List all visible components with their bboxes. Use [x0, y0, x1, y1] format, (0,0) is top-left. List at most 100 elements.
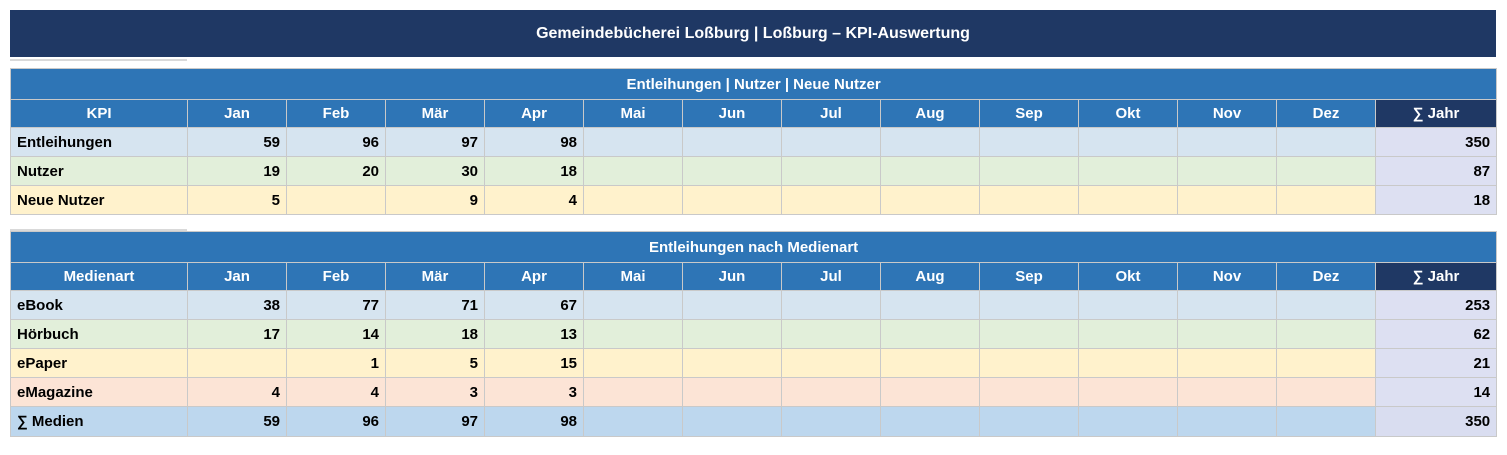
column-header-month[interactable]: Jan	[187, 262, 287, 291]
month-value-cell[interactable]: 13	[484, 319, 584, 349]
month-value-cell[interactable]	[1078, 127, 1178, 157]
month-value-cell[interactable]	[880, 348, 980, 378]
month-value-cell[interactable]	[583, 185, 683, 215]
column-header-month[interactable]: Mär	[385, 262, 485, 291]
month-value-cell[interactable]	[682, 406, 782, 437]
month-value-cell[interactable]	[1276, 185, 1376, 215]
column-header-media-type[interactable]: Medienart	[10, 262, 188, 291]
month-value-cell[interactable]: 96	[286, 127, 386, 157]
column-header-month[interactable]: Aug	[880, 262, 980, 291]
month-value-cell[interactable]	[1078, 156, 1178, 186]
month-value-cell[interactable]	[1078, 348, 1178, 378]
column-header-month[interactable]: Okt	[1078, 262, 1178, 291]
year-sum-cell[interactable]: 87	[1374, 156, 1498, 186]
month-value-cell[interactable]	[583, 377, 683, 407]
month-value-cell[interactable]	[682, 377, 782, 407]
month-value-cell[interactable]	[781, 185, 881, 215]
month-value-cell[interactable]: 3	[385, 377, 485, 407]
column-header-month[interactable]: Apr	[484, 99, 584, 128]
month-value-cell[interactable]: 5	[187, 185, 287, 215]
column-header-month[interactable]: Jan	[187, 99, 287, 128]
year-sum-cell[interactable]: 14	[1374, 377, 1498, 407]
month-value-cell[interactable]	[1078, 290, 1178, 320]
month-value-cell[interactable]	[1276, 377, 1376, 407]
column-header-month[interactable]: Aug	[880, 99, 980, 128]
month-value-cell[interactable]	[979, 127, 1079, 157]
month-value-cell[interactable]: 18	[385, 319, 485, 349]
month-value-cell[interactable]	[979, 290, 1079, 320]
month-value-cell[interactable]: 96	[286, 406, 386, 437]
month-value-cell[interactable]	[1276, 348, 1376, 378]
month-value-cell[interactable]	[187, 348, 287, 378]
month-value-cell[interactable]: 97	[385, 127, 485, 157]
month-value-cell[interactable]	[1177, 348, 1277, 378]
month-value-cell[interactable]	[583, 319, 683, 349]
month-value-cell[interactable]	[880, 127, 980, 157]
month-value-cell[interactable]	[781, 319, 881, 349]
row-label-cell[interactable]: ePaper	[10, 348, 188, 378]
month-value-cell[interactable]: 98	[484, 406, 584, 437]
year-sum-cell[interactable]: 18	[1374, 185, 1498, 215]
column-header-month[interactable]: Jun	[682, 99, 782, 128]
column-header-month[interactable]: Okt	[1078, 99, 1178, 128]
row-label-cell[interactable]: Nutzer	[10, 156, 188, 186]
month-value-cell[interactable]: 20	[286, 156, 386, 186]
month-value-cell[interactable]	[682, 185, 782, 215]
year-sum-cell[interactable]: 21	[1374, 348, 1498, 378]
month-value-cell[interactable]	[1078, 319, 1178, 349]
row-label-cell[interactable]: eBook	[10, 290, 188, 320]
row-label-cell[interactable]: Neue Nutzer	[10, 185, 188, 215]
month-value-cell[interactable]	[1276, 290, 1376, 320]
month-value-cell[interactable]	[1078, 377, 1178, 407]
month-value-cell[interactable]	[1276, 406, 1376, 437]
month-value-cell[interactable]	[781, 406, 881, 437]
month-value-cell[interactable]: 3	[484, 377, 584, 407]
month-value-cell[interactable]	[1177, 406, 1277, 437]
month-value-cell[interactable]: 97	[385, 406, 485, 437]
month-value-cell[interactable]: 17	[187, 319, 287, 349]
year-sum-cell[interactable]: 62	[1374, 319, 1498, 349]
year-sum-cell[interactable]: 350	[1374, 127, 1498, 157]
month-value-cell[interactable]	[781, 156, 881, 186]
row-label-cell[interactable]: eMagazine	[10, 377, 188, 407]
month-value-cell[interactable]	[682, 348, 782, 378]
month-value-cell[interactable]	[979, 377, 1079, 407]
month-value-cell[interactable]: 1	[286, 348, 386, 378]
month-value-cell[interactable]	[880, 377, 980, 407]
year-sum-cell[interactable]: 350	[1374, 406, 1498, 437]
month-value-cell[interactable]: 30	[385, 156, 485, 186]
month-value-cell[interactable]: 38	[187, 290, 287, 320]
month-value-cell[interactable]	[682, 156, 782, 186]
column-header-kpi[interactable]: KPI	[10, 99, 188, 128]
column-header-month[interactable]: Nov	[1177, 99, 1277, 128]
month-value-cell[interactable]: 4	[286, 377, 386, 407]
month-value-cell[interactable]	[1078, 406, 1178, 437]
row-label-cell[interactable]: ∑ Medien	[10, 406, 188, 437]
year-sum-cell[interactable]: 253	[1374, 290, 1498, 320]
month-value-cell[interactable]	[781, 348, 881, 378]
month-value-cell[interactable]: 4	[187, 377, 287, 407]
month-value-cell[interactable]: 67	[484, 290, 584, 320]
month-value-cell[interactable]	[583, 156, 683, 186]
row-label-cell[interactable]: Entleihungen	[10, 127, 188, 157]
month-value-cell[interactable]	[1177, 156, 1277, 186]
month-value-cell[interactable]	[286, 185, 386, 215]
month-value-cell[interactable]	[1177, 290, 1277, 320]
month-value-cell[interactable]: 14	[286, 319, 386, 349]
column-header-month[interactable]: Mai	[583, 262, 683, 291]
month-value-cell[interactable]: 77	[286, 290, 386, 320]
month-value-cell[interactable]	[583, 348, 683, 378]
month-value-cell[interactable]	[1276, 319, 1376, 349]
month-value-cell[interactable]	[682, 290, 782, 320]
column-header-month[interactable]: Jul	[781, 99, 881, 128]
month-value-cell[interactable]	[979, 406, 1079, 437]
column-header-month[interactable]: Mär	[385, 99, 485, 128]
month-value-cell[interactable]	[880, 290, 980, 320]
month-value-cell[interactable]	[1177, 185, 1277, 215]
month-value-cell[interactable]	[682, 319, 782, 349]
column-header-month[interactable]: Sep	[979, 262, 1079, 291]
column-header-month[interactable]: Nov	[1177, 262, 1277, 291]
month-value-cell[interactable]	[1078, 185, 1178, 215]
row-label-cell[interactable]: Hörbuch	[10, 319, 188, 349]
month-value-cell[interactable]: 15	[484, 348, 584, 378]
